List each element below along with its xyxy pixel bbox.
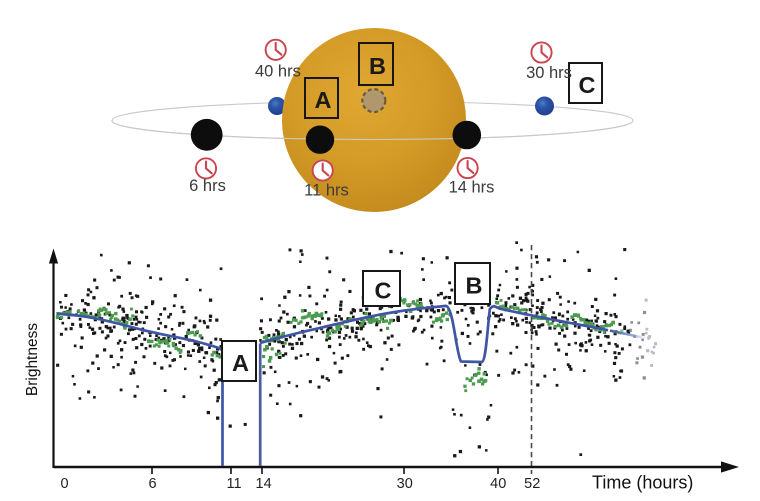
svg-text:30: 30 — [397, 476, 413, 492]
svg-text:6: 6 — [149, 476, 157, 492]
svg-text:A: A — [232, 350, 249, 376]
svg-text:6 hrs: 6 hrs — [189, 177, 226, 195]
svg-text:30 hrs: 30 hrs — [526, 64, 572, 82]
svg-text:52: 52 — [524, 476, 540, 492]
svg-text:Time (hours): Time (hours) — [592, 473, 693, 493]
svg-text:14: 14 — [256, 476, 272, 492]
svg-text:B: B — [369, 53, 386, 79]
svg-text:14 hrs: 14 hrs — [449, 178, 495, 196]
svg-text:Brightness: Brightness — [24, 323, 41, 396]
svg-text:B: B — [466, 272, 483, 298]
svg-text:0: 0 — [60, 476, 68, 492]
svg-text:40: 40 — [490, 476, 506, 492]
svg-text:11 hrs: 11 hrs — [304, 181, 349, 199]
svg-text:A: A — [315, 87, 332, 113]
svg-text:11: 11 — [226, 476, 241, 492]
svg-text:C: C — [375, 277, 392, 303]
svg-text:40 hrs: 40 hrs — [255, 62, 301, 80]
svg-text:C: C — [579, 72, 596, 98]
